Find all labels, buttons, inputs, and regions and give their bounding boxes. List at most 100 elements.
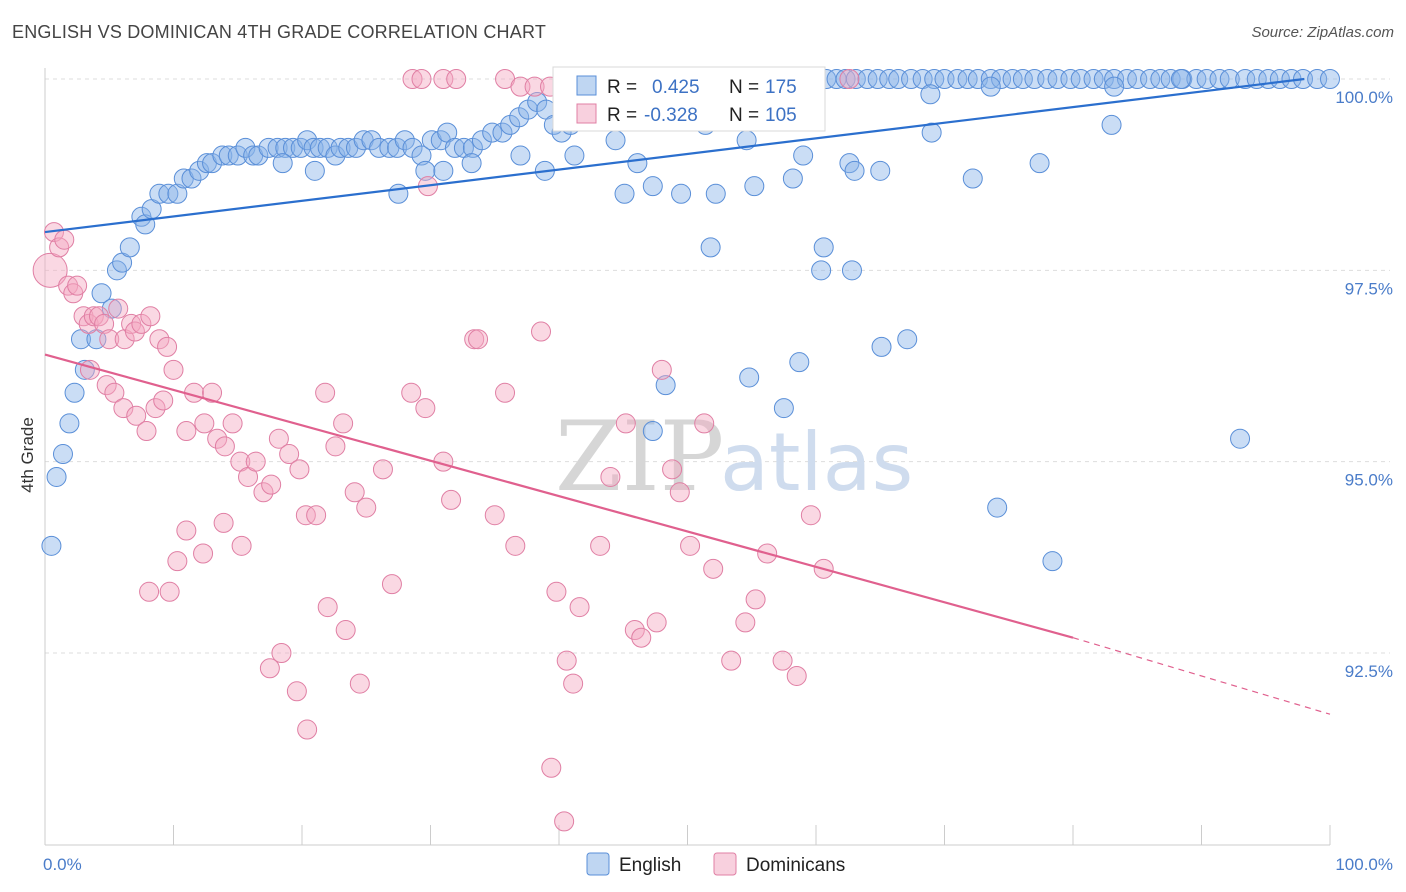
dominicans-point-52 (372, 459, 393, 480)
stats-swatch-dominicans (576, 103, 597, 124)
dominicans-point-67 (569, 597, 590, 618)
english-point-150 (510, 145, 531, 166)
dominicans-point-104 (402, 69, 423, 89)
dominicans-point-65 (556, 650, 577, 671)
dominicans-point-34 (207, 428, 228, 449)
english-point-20 (181, 168, 202, 189)
dominicans-point-29 (153, 390, 174, 411)
english-point-107 (947, 69, 968, 89)
dominicans-point-44 (289, 459, 310, 480)
dominicans-point-100 (335, 620, 356, 641)
dominicans-point-102 (541, 757, 562, 778)
dominicans-point-39 (245, 451, 266, 472)
stats-swatch-english (576, 75, 597, 96)
english-point-178 (655, 375, 676, 396)
english-point-163 (614, 183, 635, 204)
dominicans-point-62 (505, 535, 526, 556)
dominicans-point-19 (149, 329, 170, 350)
dominicans-point-41 (261, 474, 282, 495)
english-point-115 (1037, 69, 1058, 89)
english-point-26 (227, 145, 248, 166)
dominicans-point-14 (114, 329, 135, 350)
dominicans-point-94 (139, 581, 160, 602)
dominicans-point-21 (163, 359, 184, 380)
english-point-177 (789, 352, 810, 373)
dominicans-point-81 (735, 612, 756, 633)
legend-swatch-english (586, 852, 610, 876)
dominicans-trend-line (44, 353, 1074, 639)
dominicans-point-107 (446, 69, 467, 89)
dominicans-point-86 (800, 505, 821, 526)
english-point-142 (1170, 69, 1191, 89)
dominicans-point-105 (411, 69, 432, 89)
dominicans-point-40 (253, 482, 274, 503)
dominicans-point-0 (32, 252, 68, 288)
english-point-8 (91, 283, 112, 304)
dominicans-point-24 (104, 382, 125, 403)
watermark-atlas: atlas (720, 416, 913, 509)
dominicans-point-69 (600, 466, 621, 487)
english-point-23 (202, 153, 223, 174)
english-point-50 (411, 145, 432, 166)
english-point-47 (387, 137, 408, 158)
english-point-54 (444, 137, 465, 158)
dominicans-point-63 (531, 321, 552, 342)
dominicans-point-72 (631, 627, 652, 648)
english-point-171 (700, 237, 721, 258)
dominicans-point-28 (145, 398, 166, 419)
english-point-112 (1002, 69, 1023, 89)
english-point-149 (461, 153, 482, 174)
english-point-174 (841, 260, 862, 281)
trend-lines (44, 77, 1331, 715)
dominicans-point-20 (157, 336, 178, 357)
english-point-167 (744, 176, 765, 197)
english-point-183 (987, 497, 1008, 518)
dominicans-point-42 (268, 428, 289, 449)
english-point-16 (149, 183, 170, 204)
dominicans-point-57 (441, 489, 462, 510)
english-point-98 (845, 69, 866, 89)
stats-english-r-label: R = (607, 77, 637, 98)
english-point-3 (59, 413, 80, 434)
dominicans-point-95 (259, 658, 280, 679)
english-point-145 (304, 160, 325, 181)
dominicans-point-64 (546, 581, 567, 602)
dominicans-point-61 (495, 382, 516, 403)
dominicans-point-93 (159, 581, 180, 602)
dominicans-point-60 (484, 505, 505, 526)
english-point-105 (924, 69, 945, 89)
english-point-154 (627, 153, 648, 174)
dominicans-point-53 (381, 574, 402, 595)
dominicans-point-26 (126, 405, 147, 426)
dominicans-point-70 (615, 413, 636, 434)
english-point-48 (394, 130, 415, 151)
english-point-160 (921, 122, 942, 143)
dominicans-point-54 (401, 382, 422, 403)
y-tick-label-1: 97.5% (1345, 279, 1393, 298)
english-point-170 (962, 168, 983, 189)
dominicans-point-11 (94, 313, 115, 334)
english-point-45 (369, 137, 390, 158)
legend-label-english: English (619, 855, 681, 876)
english-point-27 (235, 137, 256, 158)
dominicans-point-48 (325, 436, 346, 457)
english-point-126 (1160, 69, 1181, 89)
stats-english-n-value: 175 (765, 77, 797, 98)
dominicans-point-115 (839, 69, 860, 89)
dominicans-point-103 (554, 811, 575, 832)
english-point-135 (1269, 69, 1290, 89)
english-point-169 (844, 160, 865, 181)
dominicans-point-68 (590, 535, 611, 556)
english-point-146 (388, 183, 409, 204)
dominicans-point-109 (510, 76, 531, 97)
english-point-99 (857, 69, 878, 89)
english-point-12 (119, 237, 140, 258)
dominicans-point-49 (333, 413, 354, 434)
english-point-140 (980, 76, 1001, 97)
dominicans-point-74 (651, 359, 672, 380)
english-point-32 (275, 137, 296, 158)
dominicans-point-32 (194, 413, 215, 434)
english-point-120 (1093, 69, 1114, 89)
english-point-179 (739, 367, 760, 388)
